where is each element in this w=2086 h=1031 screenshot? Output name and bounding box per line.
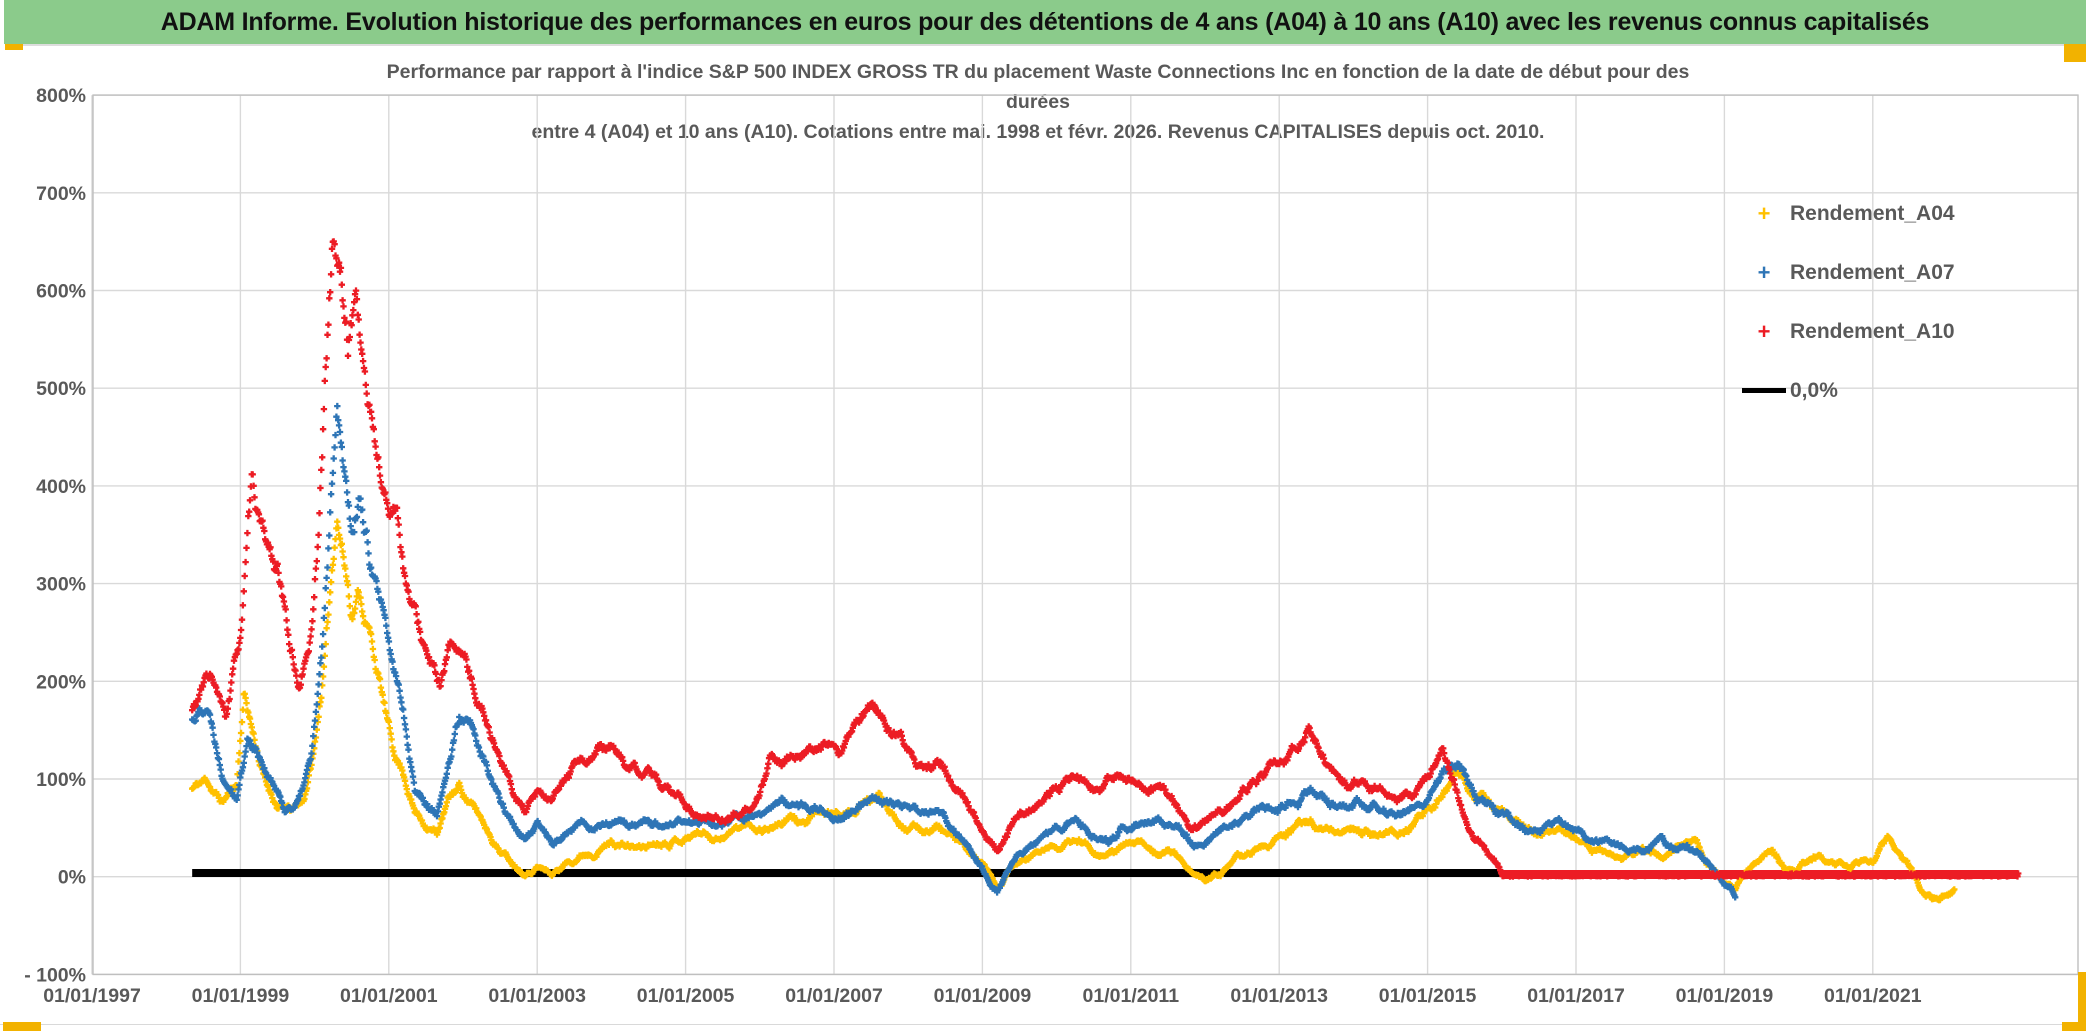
x-tick-label: 01/01/2019 [1676, 985, 1774, 1007]
banner-title: ADAM Informe. Evolution historique des p… [4, 0, 2086, 44]
plot-border [92, 94, 2079, 976]
y-tick-label: 400% [36, 476, 86, 498]
y-tick-label: - 100% [24, 964, 86, 986]
window-bottom-edge [0, 1024, 2086, 1025]
x-tick-label: 01/01/1999 [192, 985, 290, 1007]
series-rendement_a10-flat-tail [1498, 870, 2022, 880]
zero-line-icon [1742, 388, 1786, 393]
legend-label: 0,0% [1790, 378, 1838, 402]
plus-marker-icon: + [1757, 259, 1771, 285]
legend-item-rendement-a10[interactable]: + Rendement_A10 [1742, 310, 2082, 353]
x-tick-label: 01/01/2005 [637, 985, 735, 1007]
x-tick-label: 01/01/2001 [340, 985, 438, 1007]
chart-title-line-2: durées [1006, 91, 1070, 113]
legend-item-rendement-a04[interactable]: + Rendement_A04 [1742, 192, 2082, 235]
legend-item-zero-line[interactable]: 0,0% [1742, 369, 2082, 412]
gridlines [91, 94, 2078, 976]
plus-marker-icon: + [1757, 200, 1771, 226]
series-rendement_a04 [189, 518, 1958, 904]
y-tick-label: 200% [36, 671, 86, 693]
x-tick-label: 01/01/2017 [1527, 985, 1625, 1007]
legend-label: Rendement_A04 [1790, 201, 1955, 225]
series-rendement_a10 [189, 238, 1505, 876]
x-tick-label: 01/01/2007 [785, 985, 883, 1007]
accent-top-left [5, 44, 23, 50]
legend-item-rendement-a07[interactable]: + Rendement_A07 [1742, 251, 2082, 294]
chart-title-line-1: Performance par rapport à l'indice S&P 5… [386, 61, 1690, 83]
y-tick-label: 800% [36, 85, 86, 107]
x-tick-label: 01/01/2021 [1824, 985, 1922, 1007]
accent-bottom-left [3, 1022, 41, 1031]
banner-underline [22, 44, 2064, 46]
y-axis-labels: 800% 700% 600% 500% 400% 300% 200% 100% 0% - 100% [24, 85, 86, 986]
y-tick-label: 0% [58, 867, 86, 889]
chart-legend: + Rendement_A04 + Rendement_A07 + Rendem… [1742, 192, 2082, 428]
x-tick-label: 01/01/2009 [934, 985, 1032, 1007]
accent-bottom-right [2062, 1022, 2086, 1031]
x-tick-label: 01/01/2011 [1083, 985, 1180, 1007]
x-tick-label: 01/01/1997 [43, 985, 141, 1007]
x-axis-labels: 01/01/1997 01/01/1999 01/01/2001 01/01/2003… [43, 985, 1922, 1007]
y-tick-label: 300% [36, 574, 86, 596]
chart-title-line-3: entre 4 (A04) et 10 ans (A10). Cotations… [531, 121, 1545, 143]
chart-title: Performance par rapport à l'indice S&P 5… [93, 57, 1983, 147]
y-tick-label: 700% [36, 183, 86, 205]
accent-top-right [2064, 44, 2086, 62]
legend-label: Rendement_A10 [1790, 319, 1955, 343]
x-tick-label: 01/01/2003 [488, 985, 586, 1007]
y-tick-label: 100% [36, 769, 86, 791]
legend-label: Rendement_A07 [1790, 260, 1955, 284]
accent-right-strip [2078, 972, 2086, 1031]
x-tick-label: 01/01/2015 [1379, 985, 1477, 1007]
y-tick-label: 600% [36, 281, 86, 303]
y-tick-label: 500% [36, 378, 86, 400]
x-tick-label: 01/01/2013 [1230, 985, 1328, 1007]
plus-marker-icon: + [1757, 318, 1771, 344]
